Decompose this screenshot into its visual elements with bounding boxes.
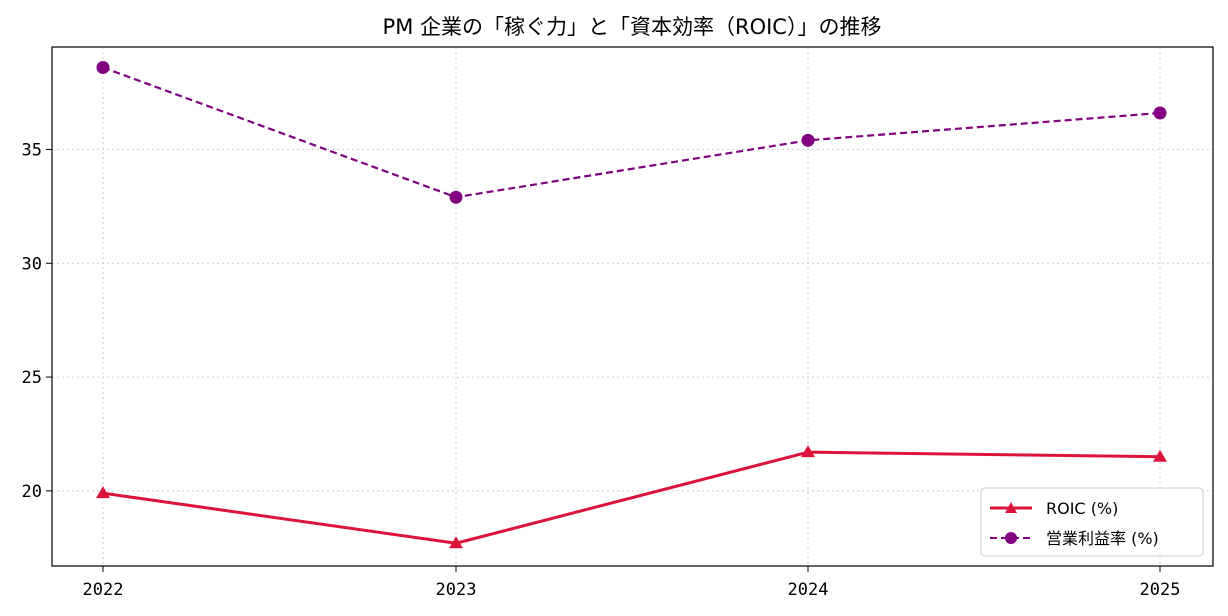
data-point-s0-2024 bbox=[801, 445, 815, 458]
data-point-s1-2024 bbox=[801, 133, 815, 147]
data-point-s1-2023 bbox=[449, 190, 463, 204]
data-point-s0-2023 bbox=[449, 536, 463, 549]
data-point-s1-2025 bbox=[1153, 106, 1167, 120]
series-line-0 bbox=[102, 450, 1161, 545]
data-point-s0-2025 bbox=[1153, 449, 1167, 462]
x-tick-label-2023: 2023 bbox=[436, 580, 477, 600]
plot-frame bbox=[51, 46, 1214, 567]
x-tick-label-2024: 2024 bbox=[788, 580, 829, 600]
grid-lines bbox=[52, 47, 1213, 566]
legend-box bbox=[980, 487, 1204, 557]
legend-marker-operating-margin bbox=[1005, 532, 1017, 544]
series-line-1 bbox=[102, 66, 1161, 199]
y-tick-label-20: 20 bbox=[22, 482, 42, 502]
y-tick-label-30: 30 bbox=[22, 254, 42, 274]
y-tick-label-25: 25 bbox=[22, 368, 42, 388]
y-tick-label-35: 35 bbox=[22, 140, 42, 160]
data-point-s0-2022 bbox=[96, 486, 110, 499]
series-layer bbox=[96, 60, 1167, 549]
legend: ROIC (%) 営業利益率 (%) bbox=[980, 487, 1204, 557]
chart-title: PM 企業の「稼ぐ力」と「資本効率（ROIC）」の推移 bbox=[383, 15, 882, 39]
legend-label-operating-margin: 営業利益率 (%) bbox=[1046, 529, 1159, 548]
x-tick-label-2022: 2022 bbox=[83, 580, 124, 600]
plot-area bbox=[52, 47, 1213, 566]
data-point-s1-2022 bbox=[96, 60, 110, 74]
legend-marker-roic bbox=[1005, 502, 1017, 513]
x-tick-label-2025: 2025 bbox=[1140, 580, 1181, 600]
legend-label-roic: ROIC (%) bbox=[1046, 499, 1118, 518]
